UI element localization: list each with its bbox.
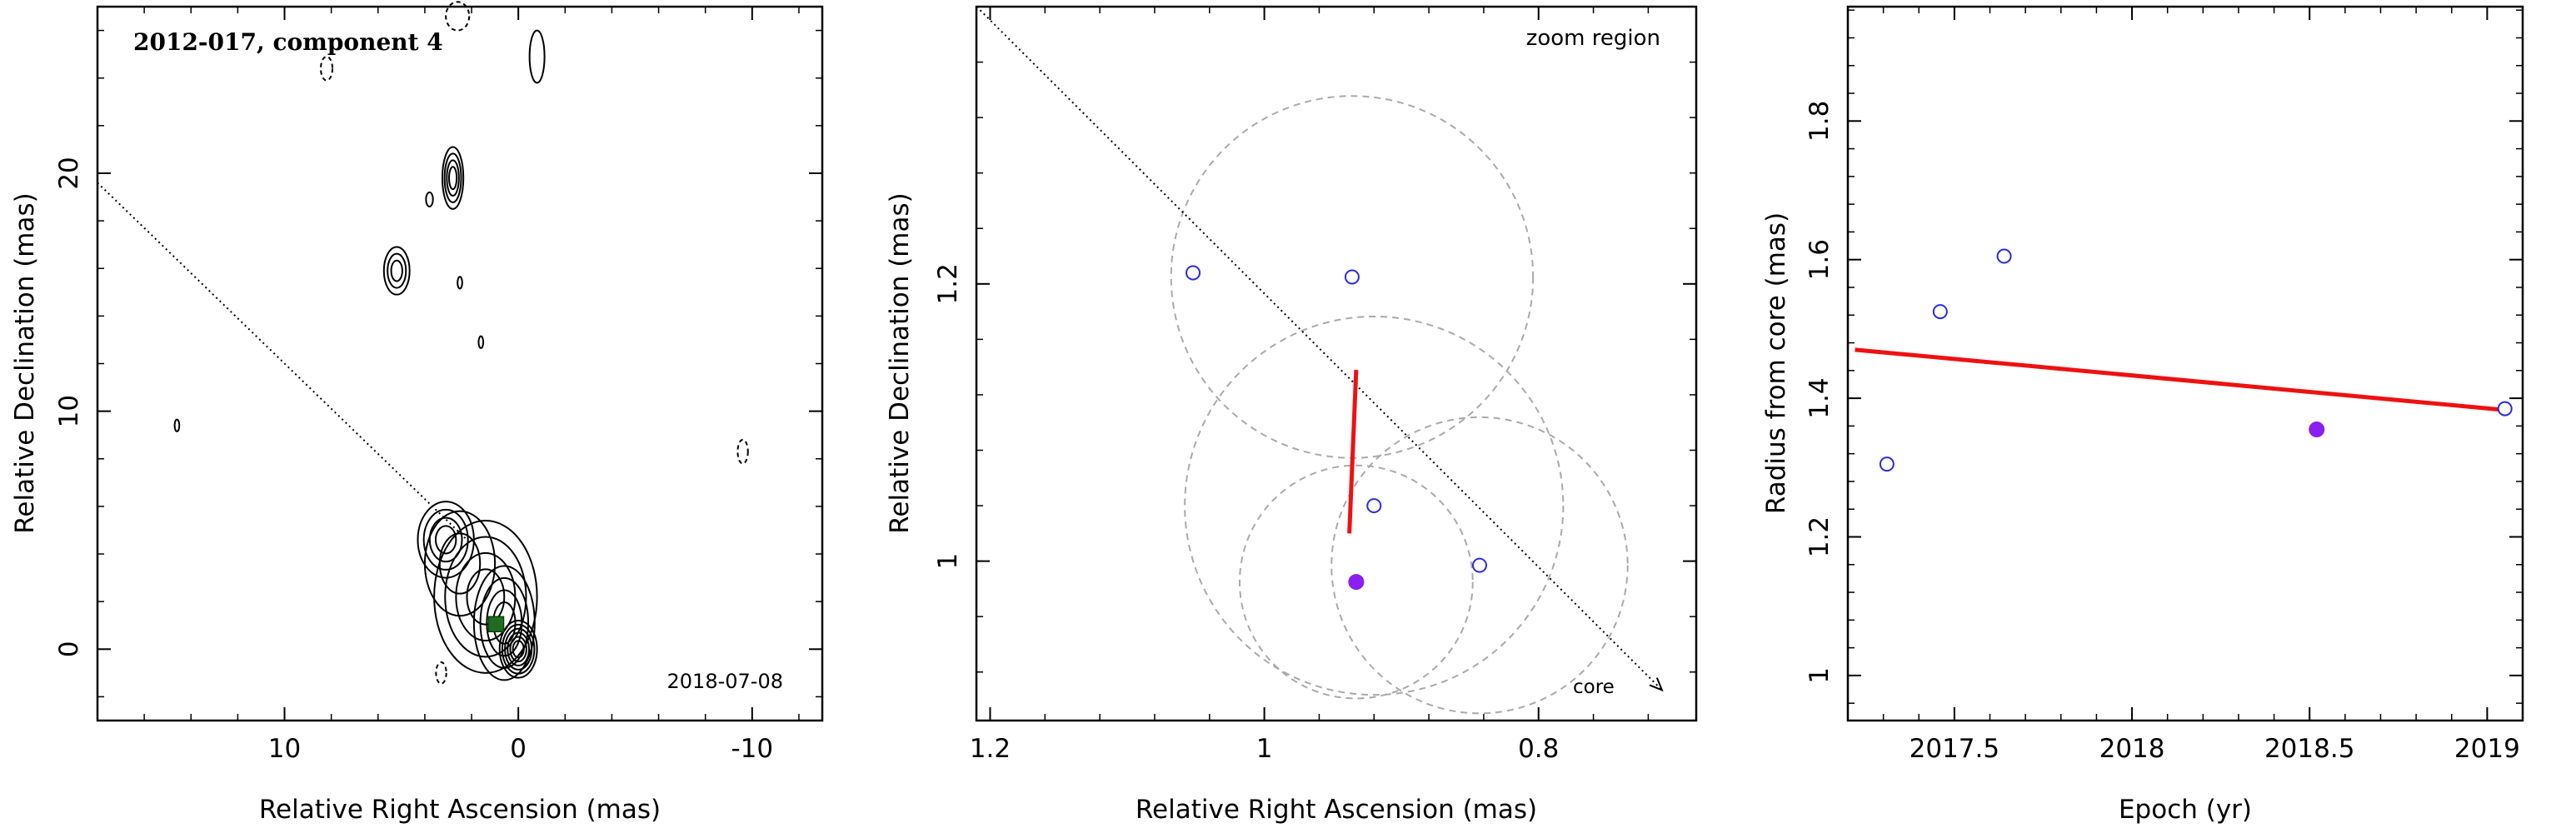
contour-line [438,532,482,595]
radius-epoch-y-tick-label: 1.4 [1805,377,1835,418]
contour-line [455,551,517,642]
contour-map-title: 2012-017, component 4 [133,28,443,56]
contour-line [434,525,457,555]
radius-epoch-panel: Epoch (yr) Radius from core (mas) 2017.5… [1761,5,2524,825]
contour-map-x-axis-label: Relative Right Ascension (mas) [259,795,661,825]
zoom-region-title: zoom region [1526,26,1660,51]
negative-contour-line [435,661,447,685]
radius-epoch-x-tick-label: 2017.5 [1910,734,1999,764]
zoom-region-x-tick-label: 1 [1256,734,1273,764]
contour-line [477,335,485,349]
epoch-point [1471,557,1487,573]
uncertainty-circle [1184,315,1565,696]
epoch-point [1186,265,1201,281]
contour-map-x-tick-label: -10 [731,734,773,764]
zoom-region-panel: zoom region Relative Right Ascension (ma… [885,5,1698,825]
negative-contour-line [736,438,749,465]
zoom-region-y-tick-label: 1.2 [933,263,963,304]
contour-line [528,29,546,84]
contour-line [457,276,463,290]
contour-line [433,520,538,674]
radius-epoch-marks: 2017.5 2018 2018.5 2019 1 1.2 1.4 1.6 1.8 [1805,7,2524,764]
zoom-region-y-axis-label: Relative Declination (mas) [885,192,915,534]
negative-contour-line [320,55,334,82]
contour-map-frame [96,5,824,722]
contour-map-x-tick-label: 10 [268,734,301,764]
contour-line [441,146,465,210]
radius-epoch-y-tick-label: 1.8 [1805,101,1835,142]
epoch-point [1366,498,1382,514]
zoom-region-y-tick-label: 1 [933,553,963,570]
contour-line [444,536,527,658]
jet-direction-line [97,182,468,541]
epoch-point [1879,456,1895,472]
radius-epoch-y-axis-label: Radius from core (mas) [1761,212,1791,514]
component-marker [487,616,505,633]
contour-map-y-tick-label: 10 [54,395,84,427]
radius-epoch-x-axis-label: Epoch (yr) [2119,795,2252,825]
current-epoch-point [2309,421,2325,438]
radius-epoch-x-tick-label: 2018.5 [2264,734,2354,764]
contour-map-date: 2018-07-08 [667,670,783,693]
core-direction-arrowhead [1649,677,1664,692]
zoom-region-x-tick-label: 0.8 [1518,734,1559,764]
radius-epoch-x-tick-label: 2019 [2454,734,2520,764]
contour-line [443,152,462,203]
contour-line [448,166,458,191]
epoch-point [1932,304,1948,320]
contour-line [387,252,407,289]
epoch-point [1996,248,2012,264]
contour-line [423,510,497,617]
zoom-region-x-axis-label: Relative Right Ascension (mas) [1136,795,1537,825]
epoch-point [2497,401,2513,416]
zoom-region-x-tick-label: 1.2 [970,734,1011,764]
zoom-region-marks: 1.2 1 0.8 1 1.2 [933,6,1696,764]
contour-line [382,246,411,296]
contour-line [509,636,527,663]
uncertainty-circle [1238,464,1474,700]
contour-line [466,568,506,626]
uncertainty-circle [1330,416,1629,715]
contour-line [446,159,460,197]
contour-line [425,191,434,207]
contour-line [498,620,538,679]
radius-epoch-frame [1846,5,2524,722]
fit-line [1347,369,1359,534]
contour-line [422,508,469,571]
radius-epoch-y-tick-label: 1.2 [1805,516,1835,557]
contour-line [173,418,181,432]
contour-map-x-tick-label: 0 [510,734,527,764]
negative-contour-line [445,1,471,32]
contour-map-marks: 10 0 -10 0 10 20 [54,1,822,764]
core-direction-line [976,6,1663,691]
contour-map-panel: 2012-017, component 4 2018-07-08 Relativ… [10,1,824,825]
contour-line [390,259,403,282]
contour-map-y-tick-label: 0 [54,641,84,657]
radius-epoch-x-tick-label: 2018 [2099,734,2165,764]
contour-line [417,501,475,579]
radius-epoch-y-tick-label: 1.6 [1805,239,1835,280]
fit-line [1855,347,2505,412]
contour-map-y-axis-label: Relative Declination (mas) [10,192,40,534]
current-epoch-point [1348,574,1365,591]
zoom-region-frame [975,5,1698,722]
epoch-point [1344,269,1360,285]
radius-epoch-y-tick-label: 1 [1805,667,1835,684]
contour-line [428,516,463,563]
contour-map-y-tick-label: 20 [54,157,84,189]
core-arrow-label: core [1573,676,1615,698]
